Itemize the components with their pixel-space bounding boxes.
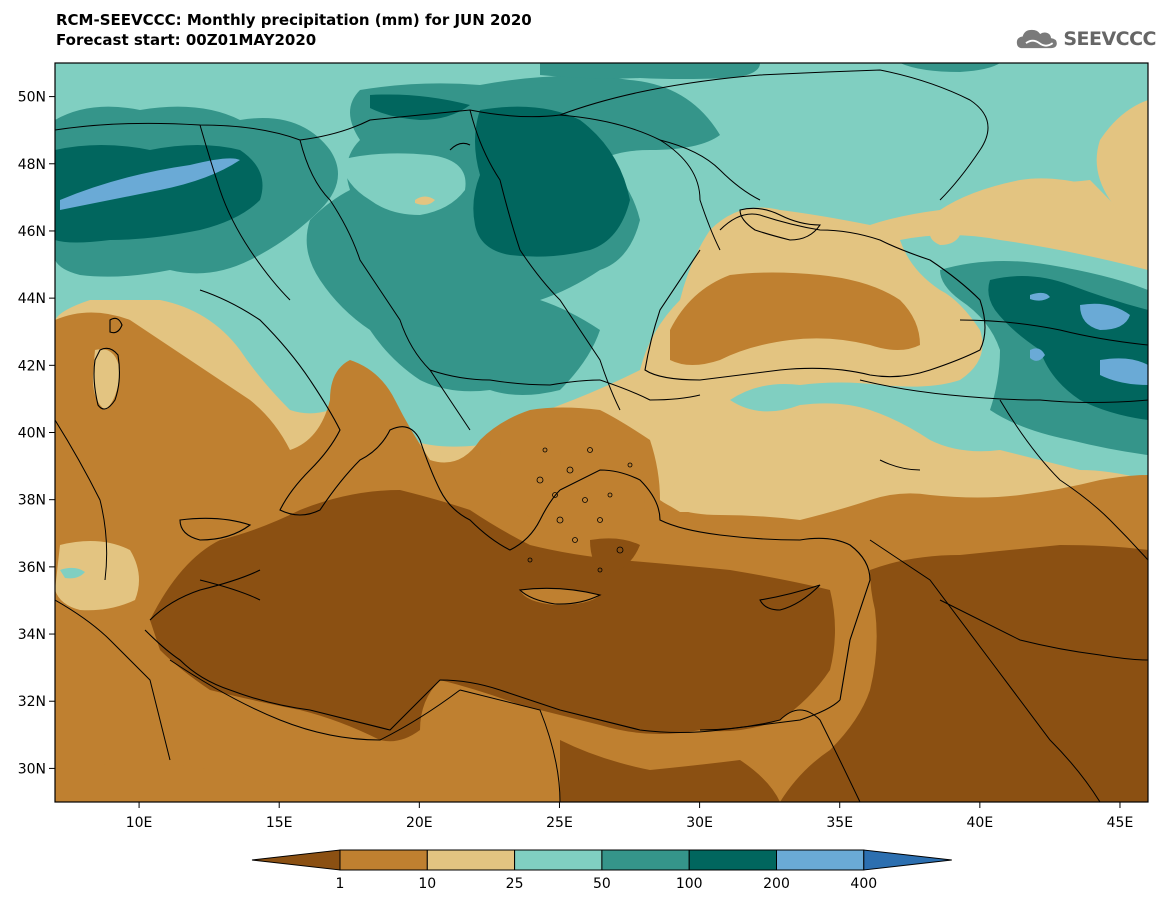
colorbar-swatch bbox=[688, 849, 778, 871]
colorbar-swatch bbox=[339, 849, 428, 871]
lat-label: 30N bbox=[18, 761, 46, 777]
lat-label: 40N bbox=[18, 426, 46, 442]
lat-label: 34N bbox=[18, 627, 46, 643]
lon-label: 35E bbox=[826, 815, 853, 831]
colorbar-level-label: 25 bbox=[506, 876, 524, 892]
latitude-axis: 50N 48N 46N 44N 42N 40N 38N 36N 34N 32N 30N bbox=[18, 90, 55, 777]
cloud-icon bbox=[1016, 29, 1057, 49]
lat-label: 32N bbox=[18, 694, 46, 710]
colorbar-level-label: 50 bbox=[593, 876, 611, 892]
title-line-2: Forecast start: 00Z01MAY2020 bbox=[56, 31, 317, 49]
colorbar-swatch bbox=[601, 849, 690, 871]
colorbar-level-label: 400 bbox=[850, 876, 877, 892]
lat-label: 50N bbox=[18, 90, 46, 106]
colorbar-max-arrow bbox=[863, 849, 952, 871]
lon-label: 15E bbox=[266, 815, 293, 831]
map-title: RCM-SEEVCCC: Monthly precipitation (mm) … bbox=[56, 10, 532, 50]
lat-label: 38N bbox=[18, 493, 46, 509]
colorbar-level-label: 10 bbox=[418, 876, 436, 892]
lon-label: 45E bbox=[1107, 815, 1134, 831]
colorbar-swatch bbox=[514, 849, 603, 871]
colorbar-min-arrow bbox=[251, 849, 341, 871]
lon-label: 25E bbox=[546, 815, 573, 831]
lat-label: 42N bbox=[18, 358, 46, 374]
aegean-islands bbox=[527, 447, 633, 573]
lon-label: 40E bbox=[967, 815, 994, 831]
lat-label: 46N bbox=[18, 224, 46, 240]
colorbar-swatch bbox=[776, 849, 865, 871]
country-borders bbox=[55, 69, 1148, 802]
lat-label: 36N bbox=[18, 560, 46, 576]
logo-text: SEEVCCC bbox=[1063, 28, 1156, 50]
lon-label: 30E bbox=[686, 815, 713, 831]
colorbar-level-label: 100 bbox=[676, 876, 703, 892]
lon-label: 20E bbox=[406, 815, 433, 831]
colorbar-swatch bbox=[426, 849, 516, 871]
colorbar-level-label: 1 bbox=[336, 876, 345, 892]
lon-label: 10E bbox=[126, 815, 153, 831]
longitude-axis: 10E 15E 20E 25E 30E 35E 40E 45E bbox=[126, 802, 1134, 831]
title-line-1: RCM-SEEVCCC: Monthly precipitation (mm) … bbox=[56, 11, 532, 29]
lat-label: 48N bbox=[18, 157, 46, 173]
precipitation-field bbox=[55, 63, 1148, 802]
coastlines bbox=[93, 142, 986, 734]
colorbar-legend: 1 10 25 50 100 200 400 bbox=[251, 849, 952, 892]
seevccc-logo: SEEVCCC bbox=[1016, 22, 1156, 56]
lat-label: 44N bbox=[18, 291, 46, 307]
colorbar-level-label: 200 bbox=[763, 876, 790, 892]
